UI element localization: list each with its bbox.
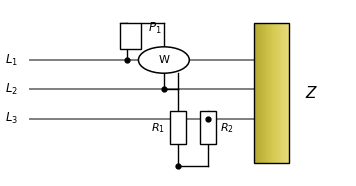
Bar (284, 23, 285, 163)
Bar (286, 23, 287, 163)
Bar (288, 23, 289, 163)
Bar (283, 23, 284, 163)
Text: $R_1$: $R_1$ (151, 121, 165, 135)
Bar (257, 23, 259, 163)
Bar (263, 23, 264, 163)
Text: Z: Z (305, 86, 316, 100)
Bar (285, 23, 286, 163)
Text: $L_3$: $L_3$ (5, 111, 18, 126)
Circle shape (138, 47, 189, 73)
Bar (270, 23, 271, 163)
Bar (279, 23, 280, 163)
Text: $R_2$: $R_2$ (220, 121, 234, 135)
Bar (269, 23, 270, 163)
Bar (267, 23, 268, 163)
Bar (264, 23, 265, 163)
Bar (120, 23, 141, 49)
Text: $L_1$: $L_1$ (5, 52, 18, 68)
Bar (259, 23, 261, 163)
Bar (274, 23, 276, 163)
Bar (272, 23, 274, 163)
Bar (281, 23, 282, 163)
Bar (170, 111, 186, 144)
Bar (281, 23, 283, 163)
Bar (255, 23, 256, 163)
Bar (275, 23, 276, 163)
Bar (265, 23, 266, 163)
Bar (266, 23, 267, 163)
Bar (279, 23, 281, 163)
Bar (254, 23, 289, 163)
Bar (282, 23, 283, 163)
Bar (266, 23, 268, 163)
Bar (268, 23, 269, 163)
Bar (287, 23, 288, 163)
Bar (261, 23, 262, 163)
Bar (200, 111, 216, 144)
Bar (256, 23, 257, 163)
Text: $P_1$: $P_1$ (148, 21, 162, 36)
Bar (254, 23, 255, 163)
Bar (288, 23, 290, 163)
Bar (277, 23, 278, 163)
Bar (278, 23, 279, 163)
Bar (257, 23, 258, 163)
Bar (258, 23, 260, 163)
Bar (273, 23, 274, 163)
Bar (272, 23, 273, 163)
Bar (271, 23, 272, 163)
Bar (276, 23, 277, 163)
Bar (260, 23, 261, 163)
Text: W: W (158, 55, 169, 65)
Bar (262, 23, 263, 163)
Text: $L_2$: $L_2$ (5, 82, 18, 97)
